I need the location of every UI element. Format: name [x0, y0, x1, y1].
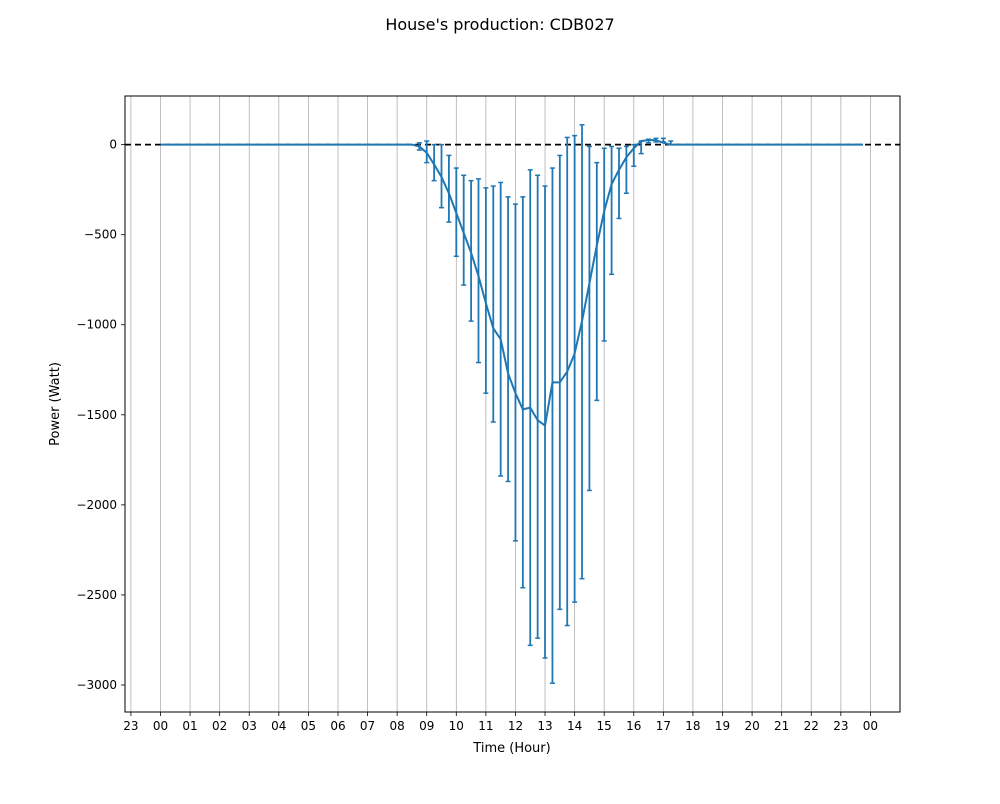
- x-tick-label: 19: [715, 719, 730, 733]
- series-layer: [160, 139, 864, 427]
- x-tick-label: 18: [685, 719, 700, 733]
- x-tick-label: 11: [478, 719, 493, 733]
- error-bar: [483, 187, 489, 394]
- error-bar: [475, 178, 481, 364]
- error-bar: [535, 174, 541, 639]
- error-bar: [572, 134, 578, 603]
- x-tick-label: 12: [508, 719, 523, 733]
- x-tick-label: 15: [597, 719, 612, 733]
- x-tick-label: 09: [419, 719, 434, 733]
- x-tick-label: 10: [449, 719, 464, 733]
- x-axis-ticks: 23 00 01 02 03 04 05 06 07 08 09 10 11 12 13 14 15 16 17 18…: [123, 712, 878, 733]
- error-bar: [616, 147, 622, 220]
- y-tick-label: 0: [109, 138, 117, 152]
- x-tick-label: 23: [123, 719, 138, 733]
- x-tick-label: 06: [330, 719, 345, 733]
- error-bar: [623, 145, 629, 195]
- error-bar: [579, 124, 585, 580]
- x-tick-label: 13: [537, 719, 552, 733]
- x-tick-label: 05: [301, 719, 316, 733]
- chart-title: House's production: CDB027: [385, 15, 614, 34]
- error-bar: [601, 147, 607, 342]
- error-bar: [586, 145, 592, 492]
- x-tick-label: 03: [242, 719, 257, 733]
- y-axis-ticks: 0 −500 −1000 −1500 −2000 −2500 −3000: [76, 138, 125, 692]
- error-bar: [594, 161, 600, 402]
- series-line: [160, 139, 864, 427]
- x-tick-label: 14: [567, 719, 582, 733]
- y-tick-label: −1500: [76, 408, 117, 422]
- x-tick-label: 20: [744, 719, 759, 733]
- error-bar: [549, 167, 555, 684]
- y-axis-label: Power (Watt): [48, 362, 63, 446]
- error-bar: [512, 203, 518, 542]
- error-bar: [490, 185, 496, 423]
- error-bar: [505, 196, 511, 483]
- x-tick-label: 16: [626, 719, 641, 733]
- error-bar: [609, 145, 615, 276]
- error-bar: [498, 181, 504, 477]
- x-tick-label: 17: [656, 719, 671, 733]
- plot-frame: [124, 95, 901, 713]
- y-tick-label: −2500: [76, 588, 117, 602]
- x-tick-label: 22: [804, 719, 819, 733]
- x-tick-label: 02: [212, 719, 227, 733]
- x-tick-label: 04: [271, 719, 286, 733]
- error-bar: [520, 196, 526, 589]
- x-tick-label: 01: [182, 719, 197, 733]
- error-bar: [446, 154, 452, 223]
- x-tick-label: 00: [153, 719, 168, 733]
- x-tick-label: 23: [833, 719, 848, 733]
- error-bar: [564, 136, 570, 627]
- x-tick-label: 21: [774, 719, 789, 733]
- x-tick-label: 00: [863, 719, 878, 733]
- y-tick-label: −500: [84, 228, 117, 242]
- y-tick-label: −2000: [76, 498, 117, 512]
- x-tick-label: 07: [360, 719, 375, 733]
- x-tick-label: 08: [389, 719, 404, 733]
- y-tick-label: −3000: [76, 678, 117, 692]
- y-tick-label: −1000: [76, 318, 117, 332]
- x-axis-label: Time (Hour): [472, 741, 550, 756]
